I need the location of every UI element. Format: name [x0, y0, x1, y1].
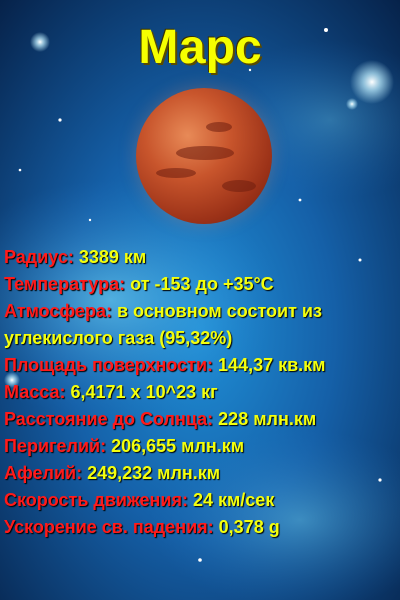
fact-radius: Радиус: 3389 км	[4, 244, 396, 271]
fact-value: в основном состоит из углекислого газа (…	[4, 301, 322, 348]
fact-label: Площадь поверхности:	[4, 355, 214, 375]
fact-label: Афелий:	[4, 463, 83, 483]
fact-label: Ускорение св. падения:	[4, 517, 214, 537]
fact-label: Радиус:	[4, 247, 74, 267]
fact-temperature: Температура: от -153 до +35°C	[4, 271, 396, 298]
fact-perihelion: Перигелий: 206,655 млн.км	[4, 433, 396, 460]
fact-value: 206,655 млн.км	[111, 436, 245, 456]
fact-value: 0,378 g	[218, 517, 280, 537]
fact-label: Атмосфера:	[4, 301, 112, 321]
fact-label: Перигелий:	[4, 436, 107, 456]
fact-label: Расстояние до Солнца:	[4, 409, 214, 429]
fact-orbital-speed: Скорость движения: 24 км/сек	[4, 487, 396, 514]
fact-value: 228 млн.км	[218, 409, 317, 429]
fact-label: Температура:	[4, 274, 126, 294]
fact-mass: Масса: 6,4171 х 10^23 кг	[4, 379, 396, 406]
fact-value: 249,232 млн.км	[87, 463, 221, 483]
mars-planet-image	[136, 88, 272, 224]
fact-surface-area: Площадь поверхности: 144,37 кв.км	[4, 352, 396, 379]
fact-aphelion: Афелий: 249,232 млн.км	[4, 460, 396, 487]
fact-value: 6,4171 х 10^23 кг	[70, 382, 218, 402]
mars-facts-list: Радиус: 3389 км Температура: от -153 до …	[4, 244, 396, 541]
fact-value: 3389 км	[78, 247, 147, 267]
page-title: Марс	[138, 21, 262, 74]
fact-label: Скорость движения:	[4, 490, 188, 510]
fact-distance-to-sun: Расстояние до Солнца: 228 млн.км	[4, 406, 396, 433]
fact-value: от -153 до +35°C	[130, 274, 274, 294]
fact-value: 24 км/сек	[192, 490, 275, 510]
fact-label: Масса:	[4, 382, 66, 402]
fact-value: 144,37 кв.км	[218, 355, 326, 375]
fact-atmosphere: Атмосфера: в основном состоит из углекис…	[4, 298, 396, 352]
fact-surface-gravity: Ускорение св. падения: 0,378 g	[4, 514, 396, 541]
